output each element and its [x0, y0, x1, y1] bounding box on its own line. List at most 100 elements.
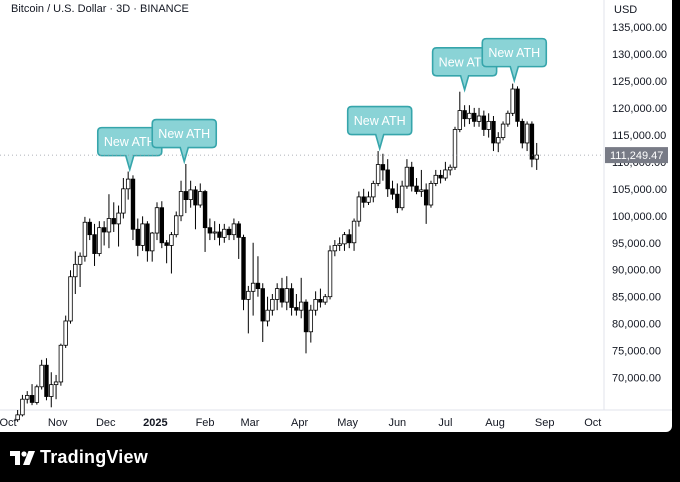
candle-body [529, 123, 535, 160]
candlestick-chart[interactable]: 70,000.00 75,000.00 80,000.00 85,000.00 90,0… [0, 0, 672, 432]
ath-annotation[interactable]: New ATH [346, 105, 413, 152]
y-tick-label: 85,000.00 [612, 292, 661, 304]
candle-body [399, 185, 405, 209]
candle-body [472, 112, 477, 122]
candle [395, 183, 400, 214]
candle [279, 277, 285, 308]
x-tick-label: Feb [196, 417, 215, 429]
candle-body [289, 288, 294, 308]
x-tick-label: Sep [535, 417, 555, 429]
candle-body [77, 255, 83, 265]
x-tick-label: Mar [240, 417, 259, 429]
candle-body [371, 183, 376, 198]
candle [481, 110, 487, 136]
y-tick-label: 80,000.00 [612, 319, 661, 331]
candle [303, 299, 309, 354]
candle-body [188, 189, 193, 201]
price-axis[interactable]: 70,000.00 75,000.00 80,000.00 85,000.00 90,0… [612, 22, 667, 385]
candle [419, 169, 424, 197]
candle-body [39, 364, 44, 388]
candle-body [318, 299, 323, 303]
candle-body [327, 250, 333, 298]
candle [500, 121, 506, 141]
candle [39, 359, 44, 390]
candle-body [58, 344, 64, 383]
candle [207, 218, 213, 241]
candle [130, 175, 136, 241]
candle [97, 221, 102, 257]
candle [318, 288, 323, 308]
candle-body [135, 228, 140, 246]
candle-body [462, 110, 467, 120]
candle [332, 240, 338, 257]
candle-body [332, 245, 338, 252]
candle [236, 221, 241, 259]
candle [164, 240, 169, 264]
candle-body [183, 191, 189, 201]
candle-body [385, 169, 390, 190]
candle-body [25, 395, 30, 400]
candle [270, 294, 275, 316]
candle [380, 153, 386, 181]
candle-body [404, 166, 410, 187]
candle [222, 223, 227, 243]
candle [188, 180, 193, 208]
candle-body [337, 243, 342, 246]
candle [366, 191, 371, 205]
candle-body [111, 218, 116, 225]
candle [116, 205, 121, 247]
candle-body [198, 191, 203, 206]
candle-body [476, 115, 482, 122]
candle [135, 218, 140, 257]
candle [159, 201, 165, 249]
candle [29, 384, 35, 406]
candle-body [125, 178, 131, 190]
candle [92, 223, 97, 266]
candle [351, 218, 357, 251]
candle [193, 186, 198, 230]
candle-body [164, 242, 169, 246]
time-axis[interactable]: Oct Nov Dec 2025 Feb Mar Apr May Jun Jul Aug Sep Oct [0, 417, 601, 429]
candle-body [246, 290, 251, 300]
candle [183, 164, 189, 214]
candle-body [49, 384, 54, 397]
candle-body [308, 309, 314, 333]
annotation-label: New ATH [439, 55, 491, 69]
candle-body [481, 115, 487, 130]
ath-annotation[interactable]: New ATH [481, 37, 548, 84]
candle-body [217, 231, 222, 238]
tradingview-wordmark: TradingView [40, 447, 148, 467]
candle-body [457, 110, 463, 130]
candle [154, 202, 160, 241]
candle [150, 231, 155, 262]
candle [327, 245, 333, 300]
candle [145, 221, 150, 262]
x-tick-label: Nov [48, 417, 68, 429]
candle [496, 132, 501, 153]
candle-body [121, 188, 126, 214]
candle-body [414, 185, 419, 192]
candle-body [101, 227, 107, 233]
candle-body [452, 129, 458, 168]
chart-panel[interactable]: 70,000.00 75,000.00 80,000.00 85,000.00 90,0… [0, 0, 672, 432]
candle-body [265, 309, 270, 322]
candle-body [520, 120, 525, 144]
candle-body [116, 212, 121, 225]
candle-body [150, 232, 155, 252]
candle [121, 178, 126, 219]
candle-body [87, 221, 92, 236]
candle [491, 115, 496, 152]
ath-annotation[interactable]: New ATH [151, 118, 218, 165]
candle [68, 270, 73, 324]
candle-body [279, 288, 285, 303]
annotation-bubble [151, 118, 218, 165]
candle [15, 410, 20, 422]
candle [231, 218, 237, 241]
y-tick-label: 120,000.00 [612, 103, 667, 115]
candle [246, 285, 251, 334]
candle [510, 83, 515, 116]
chart-title: Bitcoin / U.S. Dollar · 3D · BINANCE [11, 3, 189, 15]
candle [87, 218, 92, 241]
candle [101, 221, 107, 246]
candle-body [106, 218, 112, 233]
